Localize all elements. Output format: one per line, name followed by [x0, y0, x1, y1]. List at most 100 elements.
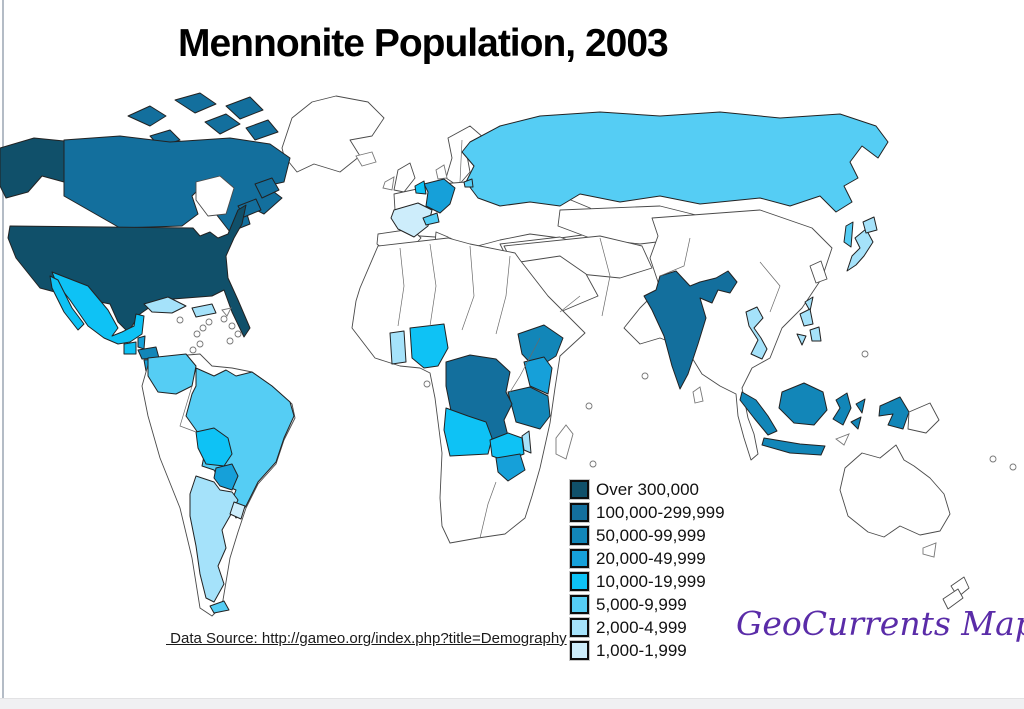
island-dot — [196, 340, 204, 348]
island-dot — [989, 455, 997, 463]
country-paraguay — [213, 463, 239, 491]
country-ireland — [382, 176, 395, 191]
country-mexico — [51, 271, 145, 345]
window-left-edge — [2, 0, 4, 709]
legend-label: 100,000-299,999 — [596, 502, 725, 522]
country-tanzania — [507, 386, 551, 430]
country-sri-lanka — [692, 386, 704, 404]
country-colombia — [147, 353, 197, 395]
border-line — [429, 243, 437, 327]
geocurrents-attribution: GeoCurrents Map — [736, 604, 1024, 643]
border-line — [659, 237, 691, 277]
country-papua-new-guinea — [907, 402, 940, 434]
island-dot — [423, 380, 431, 388]
country-iceland — [355, 151, 377, 167]
island-dot — [641, 372, 649, 380]
country-indonesia-java — [761, 437, 826, 456]
country-puerto-rico — [221, 307, 232, 317]
page-title: Mennonite Population, 2003 — [178, 22, 669, 65]
country-indonesia-borneo — [778, 382, 828, 426]
country-madagascar — [555, 424, 574, 460]
country-philippines-luzon — [799, 308, 814, 327]
island-dot — [205, 318, 213, 326]
legend-label: 50,000-99,999 — [596, 525, 706, 545]
island-dot — [861, 350, 869, 358]
country-mexico-baja — [49, 275, 85, 331]
legend-label: 2,000-4,999 — [596, 617, 687, 637]
country-indonesia-moluccas2 — [850, 416, 862, 430]
country-uk — [393, 162, 416, 193]
country-canada-arctic1 — [127, 105, 167, 127]
hudson-bay — [195, 175, 235, 217]
country-switzerland — [422, 212, 440, 226]
country-philippines-mindanao — [809, 326, 822, 342]
border-line — [509, 337, 541, 393]
country-zambia — [489, 432, 525, 462]
world-map — [0, 86, 1024, 634]
border-line — [495, 255, 511, 335]
country-philippines-visayas — [796, 333, 807, 346]
border-line — [397, 247, 405, 327]
island-dot — [234, 330, 242, 338]
country-vietnam — [745, 306, 768, 360]
legend-swatch — [570, 549, 589, 568]
country-cuba — [143, 296, 187, 314]
island-dot — [189, 346, 197, 354]
legend-row: 100,000-299,999 — [570, 501, 725, 524]
island-dot — [176, 316, 184, 324]
country-taiwan — [804, 296, 814, 312]
country-indonesia-papua — [878, 396, 910, 430]
legend-row: 2,000-4,999 — [570, 616, 725, 639]
country-zimbabwe — [495, 453, 526, 482]
legend-swatch — [570, 480, 589, 499]
country-angola — [443, 407, 493, 457]
island-dot — [220, 315, 228, 323]
island-dot — [199, 324, 207, 332]
country-bolivia — [195, 427, 233, 467]
window-bottom-edge — [0, 698, 1024, 709]
country-france — [390, 202, 433, 238]
country-malawi — [521, 430, 532, 454]
country-indonesia-sumatra — [739, 391, 778, 436]
country-japan-hokkaido — [862, 216, 878, 234]
country-argentina — [189, 475, 239, 603]
country-belize — [137, 335, 146, 350]
country-indonesia-moluccas1 — [855, 398, 866, 414]
country-russia — [461, 111, 889, 213]
legend-row: 20,000-49,999 — [570, 547, 725, 570]
border-line — [459, 139, 463, 183]
border-line — [461, 245, 475, 331]
legend-swatch — [570, 526, 589, 545]
legend-row: 5,000-9,999 — [570, 593, 725, 616]
country-ghana — [389, 330, 407, 365]
country-tierra-del-fuego — [209, 600, 230, 614]
legend-row: 50,000-99,999 — [570, 524, 725, 547]
island-dot — [585, 402, 593, 410]
border-line — [479, 481, 497, 539]
country-uruguay — [229, 501, 246, 520]
country-netherlands — [414, 180, 427, 195]
data-source-note: Data Source: http://gameo.org/index.php?… — [166, 630, 567, 647]
island-dot — [228, 322, 236, 330]
country-canada-arctic3 — [225, 96, 264, 120]
country-australia — [839, 444, 951, 538]
legend-swatch — [570, 503, 589, 522]
country-russia-sakhalin — [843, 221, 854, 248]
korea-outline — [809, 260, 828, 284]
legend-label: 1,000-1,999 — [596, 640, 687, 660]
border-line — [559, 295, 581, 313]
country-new-zealand-south — [942, 588, 964, 610]
map-legend: Over 300,000 100,000-299,999 50,000-99,9… — [570, 478, 725, 662]
country-united-states-alaska — [0, 137, 65, 199]
country-guatemala — [123, 341, 137, 355]
country-japan-honshu — [846, 228, 874, 272]
country-canada-arctic5 — [245, 119, 279, 141]
country-canada-arctic2 — [174, 92, 217, 114]
country-indonesia-sulawesi — [832, 392, 852, 426]
legend-row: Over 300,000 — [570, 478, 725, 501]
country-nigeria — [409, 323, 449, 369]
country-kenya — [523, 356, 553, 395]
country-canada-newfoundland — [254, 177, 280, 199]
country-canada-arctic4 — [204, 113, 241, 135]
